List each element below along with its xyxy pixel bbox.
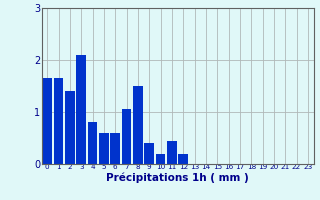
Bar [110,133,120,164]
Bar [99,133,109,164]
Bar [43,78,52,164]
Bar [156,154,165,164]
X-axis label: Précipitations 1h ( mm ): Précipitations 1h ( mm ) [106,173,249,183]
Bar [76,55,86,164]
Bar [65,91,75,164]
Bar [88,122,97,164]
Bar [54,78,63,164]
Bar [179,154,188,164]
Bar [144,143,154,164]
Bar [167,141,177,164]
Bar [133,86,143,164]
Bar [122,109,132,164]
